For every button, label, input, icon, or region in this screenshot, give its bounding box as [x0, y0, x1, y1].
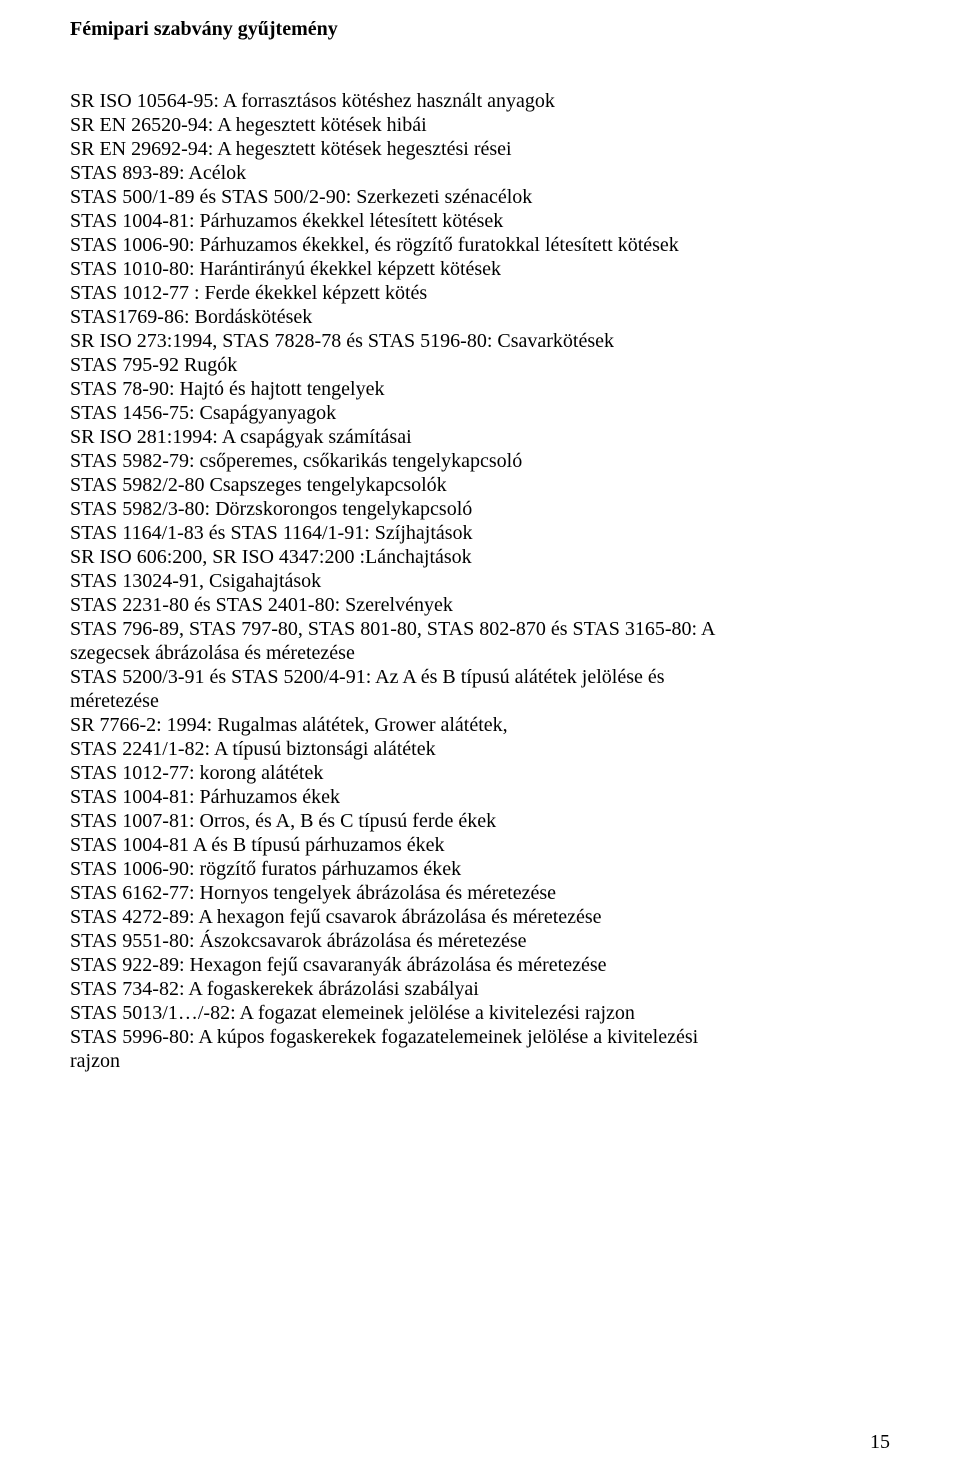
standard-line: STAS 2241/1-82: A típusú biztonsági alát… [70, 737, 890, 761]
standard-line: STAS 734-82: A fogaskerekek ábrázolási s… [70, 977, 890, 1001]
page-number: 15 [870, 1431, 890, 1454]
document-page: Fémipari szabvány gyűjtemény SR ISO 1056… [0, 0, 960, 1474]
standard-line: STAS 78-90: Hajtó és hajtott tengelyek [70, 377, 890, 401]
standard-line: STAS 1006-90: rögzítő furatos párhuzamos… [70, 857, 890, 881]
standard-line: STAS 1004-81: Párhuzamos ékekkel létesít… [70, 209, 890, 233]
standard-line: STAS 893-89: Acélok [70, 161, 890, 185]
standard-line: SR EN 29692-94: A hegesztett kötések heg… [70, 137, 890, 161]
standard-line: STAS 5200/3-91 és STAS 5200/4-91: Az A é… [70, 665, 890, 689]
standard-line: STAS 5013/1…/-82: A fogazat elemeinek je… [70, 1001, 890, 1025]
standard-line: STAS 5982/2-80 Csapszeges tengelykapcsol… [70, 473, 890, 497]
standard-line: SR ISO 273:1994, STAS 7828-78 és STAS 51… [70, 329, 890, 353]
standard-line: STAS 5982/3-80: Dörzskorongos tengelykap… [70, 497, 890, 521]
standard-line: SR ISO 10564-95: A forrasztásos kötéshez… [70, 89, 890, 113]
standard-line: STAS 1006-90: Párhuzamos ékekkel, és rög… [70, 233, 890, 257]
standard-line: STAS 13024-91, Csigahajtások [70, 569, 890, 593]
standard-line: szegecsek ábrázolása és méretezése [70, 641, 890, 665]
standard-line: STAS 5996-80: A kúpos fogaskerekek fogaz… [70, 1025, 890, 1049]
standard-line: STAS 9551-80: Ászokcsavarok ábrázolása é… [70, 929, 890, 953]
standard-line: rajzon [70, 1049, 890, 1073]
standard-line: STAS 1164/1-83 és STAS 1164/1-91: Szíjha… [70, 521, 890, 545]
standard-line: STAS 1004-81: Párhuzamos ékek [70, 785, 890, 809]
standard-line: STAS 1012-77: korong alátétek [70, 761, 890, 785]
standard-line: STAS 1007-81: Orros, és A, B és C típusú… [70, 809, 890, 833]
standard-line: STAS 2231-80 és STAS 2401-80: Szerelvény… [70, 593, 890, 617]
standard-line: STAS 5982-79: csőperemes, csőkarikás ten… [70, 449, 890, 473]
standard-line: SR ISO 281:1994: A csapágyak számításai [70, 425, 890, 449]
standard-line: STAS 1010-80: Harántirányú ékekkel képze… [70, 257, 890, 281]
standard-line: STAS 6162-77: Hornyos tengelyek ábrázolá… [70, 881, 890, 905]
standard-line: STAS 1004-81 A és B típusú párhuzamos ék… [70, 833, 890, 857]
standard-line: SR 7766-2: 1994: Rugalmas alátétek, Grow… [70, 713, 890, 737]
standard-line: STAS 4272-89: A hexagon fejű csavarok áb… [70, 905, 890, 929]
standard-line: STAS 922-89: Hexagon fejű csavaranyák áb… [70, 953, 890, 977]
standard-line: STAS 1456-75: Csapágyanyagok [70, 401, 890, 425]
standard-line: STAS1769-86: Bordáskötések [70, 305, 890, 329]
standard-line: STAS 795-92 Rugók [70, 353, 890, 377]
page-title: Fémipari szabvány gyűjtemény [70, 18, 890, 41]
content-body: SR ISO 10564-95: A forrasztásos kötéshez… [70, 89, 890, 1073]
standard-line: STAS 1012-77 : Ferde ékekkel képzett köt… [70, 281, 890, 305]
standard-line: SR EN 26520-94: A hegesztett kötések hib… [70, 113, 890, 137]
standard-line: STAS 500/1-89 és STAS 500/2-90: Szerkeze… [70, 185, 890, 209]
standard-line: SR ISO 606:200, SR ISO 4347:200 :Lánchaj… [70, 545, 890, 569]
standard-line: méretezése [70, 689, 890, 713]
standard-line: STAS 796-89, STAS 797-80, STAS 801-80, S… [70, 617, 890, 641]
